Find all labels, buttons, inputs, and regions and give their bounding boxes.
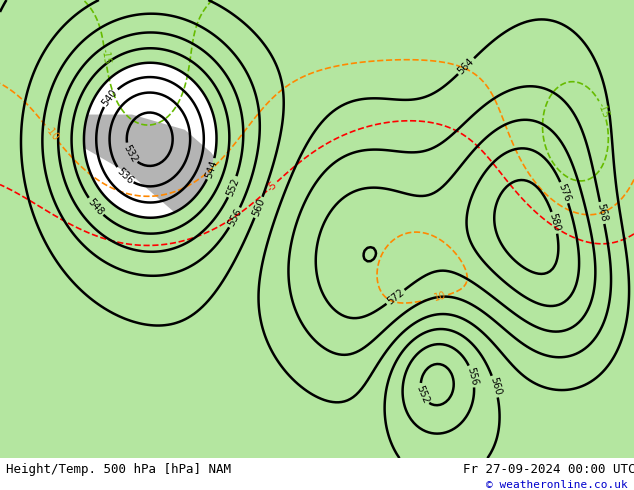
Text: 560: 560 [488, 376, 503, 397]
Text: © weatheronline.co.uk: © weatheronline.co.uk [486, 480, 628, 490]
Text: 560: 560 [250, 197, 267, 218]
Text: 536: 536 [114, 166, 134, 186]
Text: 552: 552 [414, 384, 430, 405]
Text: 568: 568 [595, 203, 609, 223]
Text: 552: 552 [224, 176, 241, 197]
Polygon shape [11, 115, 581, 420]
Text: 556: 556 [465, 366, 479, 387]
Text: Height/Temp. 500 hPa [hPa] NAM: Height/Temp. 500 hPa [hPa] NAM [6, 463, 231, 476]
Text: 540: 540 [100, 87, 120, 108]
Text: -5: -5 [265, 179, 279, 193]
Text: 576: 576 [557, 182, 573, 203]
Text: 548: 548 [86, 196, 105, 217]
Text: -15: -15 [99, 48, 112, 65]
Text: 564: 564 [456, 56, 476, 76]
Text: Fr 27-09-2024 00:00 UTC (06+42): Fr 27-09-2024 00:00 UTC (06+42) [463, 463, 634, 476]
Text: 10: 10 [433, 291, 448, 303]
Text: 556: 556 [226, 207, 243, 228]
Text: 572: 572 [385, 287, 406, 307]
Text: 544: 544 [204, 159, 219, 179]
Text: 580: 580 [548, 213, 562, 233]
Text: -10: -10 [42, 124, 60, 143]
Text: 532: 532 [122, 143, 139, 164]
Text: -15: -15 [595, 101, 611, 119]
